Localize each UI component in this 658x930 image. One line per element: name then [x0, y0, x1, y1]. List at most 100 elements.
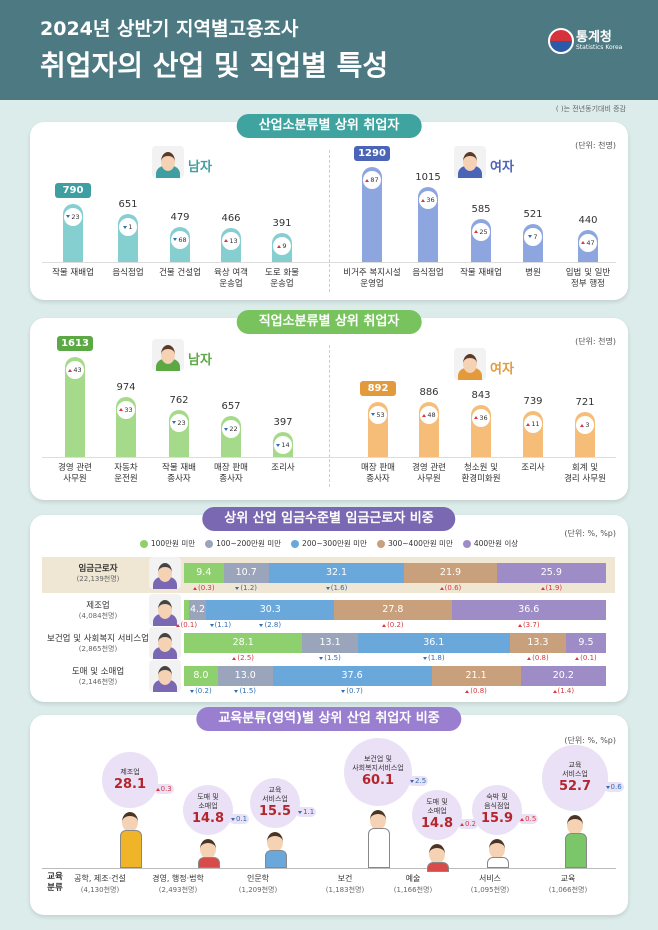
- value-label: 37.6: [341, 670, 363, 681]
- value-label: 8.0: [193, 670, 209, 681]
- industry-label: 도매 및 소매업: [197, 793, 219, 811]
- bar-segment: 27.8: [334, 600, 452, 620]
- change-label: (0.1): [164, 621, 208, 629]
- change-arrow: [319, 656, 324, 660]
- bubble: 도매 및 소매업 14.8: [412, 790, 462, 840]
- figure-head: [267, 832, 283, 853]
- change-text: 0.1: [235, 815, 248, 823]
- value-label: 14.8: [191, 811, 225, 827]
- category-note: (4,130천명): [80, 886, 120, 894]
- value-label: 479: [170, 211, 190, 223]
- value-label: 25.9: [540, 567, 562, 578]
- change-arrow: [175, 623, 180, 627]
- section-title: 산업소분류별 상위 취업자: [236, 114, 422, 138]
- value-label: 4.2: [189, 604, 206, 615]
- change-arrow: [526, 422, 531, 426]
- change-arrow: [605, 785, 610, 789]
- logo-mark: [548, 28, 574, 54]
- value-label: 13.1: [319, 637, 341, 648]
- category-label: 매장 판매 종사자: [214, 463, 248, 484]
- change-label: (2.5): [221, 654, 265, 662]
- legend-label: 100만원 미만: [150, 539, 196, 548]
- bar-segment: 10.7: [223, 563, 269, 583]
- header-band: [0, 0, 658, 100]
- change-label: 1: [128, 223, 133, 232]
- change-label: 48: [427, 411, 436, 420]
- value-label: 397: [273, 417, 293, 429]
- value-label: 13.3: [527, 637, 549, 648]
- change-arrow: [230, 817, 235, 821]
- change-arrow: [276, 443, 281, 447]
- change-arrow: [224, 427, 229, 431]
- value-label: 974: [116, 381, 136, 393]
- industry-label: 교육 서비스업: [262, 786, 288, 804]
- industry-label: 도매 및 소매업: [426, 798, 448, 816]
- change-label: (0.3): [182, 584, 226, 592]
- change-arrow: [224, 239, 229, 243]
- logo-text: 통계청: [576, 30, 612, 45]
- group-label: 남자: [188, 160, 212, 175]
- change-label: (1.4): [541, 687, 585, 695]
- change-arrow: [119, 408, 124, 412]
- change-label: 43: [73, 366, 82, 374]
- change-text: (0.1): [180, 621, 198, 629]
- change-badge: 14: [274, 436, 292, 455]
- divider: [329, 345, 330, 487]
- category-label: 음식점업: [412, 268, 444, 278]
- person-icon-body: [458, 166, 482, 178]
- change-arrow: [365, 178, 370, 182]
- change-arrow: [325, 586, 330, 590]
- group-label: 여자: [490, 160, 514, 175]
- change-arrow: [552, 689, 557, 693]
- figure-head: [429, 843, 445, 864]
- bar: [362, 167, 382, 262]
- legend-swatch: [376, 539, 385, 548]
- change-arrow: [474, 416, 479, 420]
- category-label: 회계 및 경리 사무원: [564, 463, 606, 484]
- category-label: 병원: [525, 268, 541, 278]
- change-label: (1.5): [308, 654, 352, 662]
- change-arrow: [68, 368, 73, 372]
- legend-swatch: [291, 539, 300, 548]
- category-note: (1,166천명): [393, 886, 433, 894]
- change-badge: 53: [369, 405, 387, 424]
- row-note: (2,865천명): [78, 645, 118, 653]
- group-label: 남자: [188, 353, 212, 368]
- category-label: 조리사: [521, 463, 545, 473]
- value-label: 9.5: [578, 637, 594, 648]
- change-arrow: [474, 230, 479, 234]
- bubble: 교육 서비스업 15.5: [249, 777, 301, 829]
- change-arrow: [66, 215, 71, 219]
- value-label: 15.5: [258, 804, 292, 820]
- change-label: 0.3: [153, 784, 174, 794]
- change-arrow: [371, 413, 376, 417]
- change-label: 36: [479, 413, 488, 422]
- bar-segment: 28.1: [184, 633, 303, 653]
- axis-label: 교육 분류: [47, 872, 63, 893]
- category-label: 조리사: [271, 463, 295, 473]
- value-label: 843: [471, 389, 491, 401]
- value-label: 762: [169, 394, 189, 406]
- change-arrow: [235, 586, 240, 590]
- category-label: 공학, 제조·건설: [74, 874, 126, 883]
- row-note: (2,146천명): [78, 678, 118, 686]
- category-label: 도로 화물 운송업: [265, 268, 299, 289]
- person-icon-head: [463, 152, 477, 171]
- category-label: 청소원 및 환경미화원: [461, 463, 501, 484]
- change-text: (0.2): [195, 687, 212, 695]
- category-label: 경영 관련 사무원: [58, 463, 92, 484]
- change-arrow: [123, 225, 128, 229]
- change-text: (0.3): [198, 584, 215, 592]
- change-label: (1.2): [224, 584, 268, 592]
- change-label: 0.2: [457, 819, 479, 829]
- unit: (단위: 천명): [575, 141, 616, 150]
- value-label: 9.4: [196, 567, 212, 578]
- category-note: (1,066천명): [548, 886, 588, 894]
- change-arrow: [232, 656, 237, 660]
- category-label: 교육: [560, 874, 576, 883]
- value-label: 886: [419, 387, 439, 399]
- group-label: 여자: [490, 362, 514, 377]
- change-label: (1.5): [223, 687, 267, 695]
- bar-segment: 8.0: [184, 666, 218, 686]
